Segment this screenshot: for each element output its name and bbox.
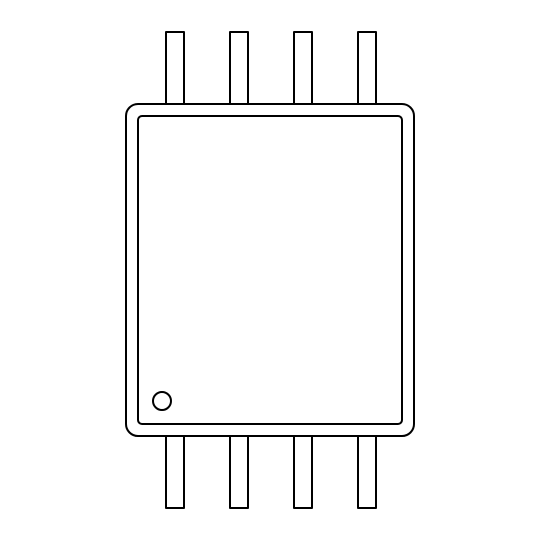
pin-bottom-4 xyxy=(358,436,376,508)
pin-bottom-1 xyxy=(166,436,184,508)
package-body-inner xyxy=(138,116,402,424)
pin-top-1 xyxy=(166,32,184,104)
ic-package-diagram xyxy=(0,0,540,540)
pin-bottom-3 xyxy=(294,436,312,508)
pin-bottom-2 xyxy=(230,436,248,508)
pin1-marker xyxy=(153,392,171,410)
pin-top-3 xyxy=(294,32,312,104)
pin-top-2 xyxy=(230,32,248,104)
pin-top-4 xyxy=(358,32,376,104)
